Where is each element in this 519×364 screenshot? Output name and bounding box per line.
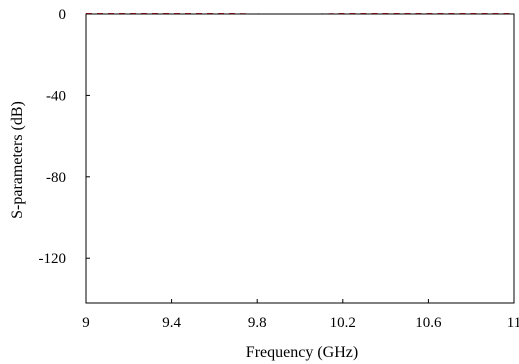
y-tick-label: -40 <box>46 88 66 104</box>
x-tick-label: 10.6 <box>415 315 442 331</box>
x-tick-label: 11 <box>507 315 519 331</box>
axis-layer: 9 9.4 9.8 10.2 10.6 11 0 -40 -80 -120 Frequency (G… <box>9 7 519 361</box>
x-axis-label: Frequency (GHz) <box>246 344 358 361</box>
x-tick-label: 9 <box>82 315 90 331</box>
y-axis-label: S-parameters (dB) <box>9 101 26 219</box>
x-tick-label: 10.2 <box>330 315 356 331</box>
plot-frame <box>85 13 515 304</box>
y-tick-label: -80 <box>46 170 66 186</box>
y-tick-label: 0 <box>59 7 67 23</box>
x-tick-label: 9.4 <box>162 315 181 331</box>
y-tick-label: -120 <box>39 251 67 267</box>
x-tick-label: 9.8 <box>248 315 267 331</box>
